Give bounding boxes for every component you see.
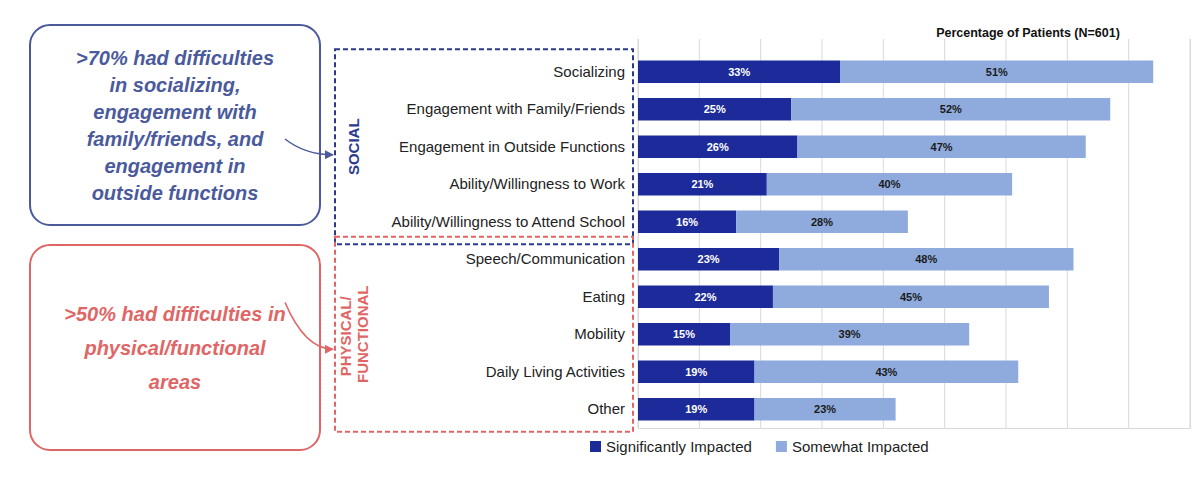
callout-line: outside functions xyxy=(92,182,259,204)
data-label: 47% xyxy=(931,141,953,153)
x-axis xyxy=(638,39,1191,429)
y-tick: Socializing xyxy=(553,63,638,80)
y-tick: Eating xyxy=(582,288,638,305)
data-labels: 33% 25% 26% 21% 16% 23% 22% 15% 19% 19% 51% 52% 47% 4… xyxy=(673,66,1008,416)
group-box xyxy=(335,49,633,244)
legend-label: Somewhat Impacted xyxy=(792,438,929,455)
callout-line: engagement with xyxy=(93,101,256,123)
bar xyxy=(638,286,773,309)
grid-line xyxy=(1067,39,1068,428)
y-tick: Speech/Communication xyxy=(466,250,638,267)
y-tick: Daily Living Activities xyxy=(486,363,638,380)
group-label: PHYSICAL/ FUNCTIONAL xyxy=(337,286,371,384)
data-label: 22% xyxy=(694,291,716,303)
data-label: 23% xyxy=(814,403,836,415)
bar xyxy=(767,173,1012,196)
data-label: 51% xyxy=(986,66,1008,78)
data-label: 26% xyxy=(707,141,729,153)
data-label: 25% xyxy=(704,103,726,115)
data-label: 39% xyxy=(839,328,861,340)
category-label: Speech/Communication xyxy=(466,250,625,267)
callout-line: in socializing, xyxy=(109,74,240,96)
group-box xyxy=(335,237,633,432)
bar xyxy=(638,323,730,346)
bar xyxy=(779,248,1073,271)
bar xyxy=(638,173,767,196)
grid-line xyxy=(1190,39,1191,428)
legend-swatch xyxy=(590,441,601,452)
bar xyxy=(773,286,1049,309)
category-label: Mobility xyxy=(574,325,625,342)
y-tick: Ability/Willingness to Work xyxy=(449,175,638,192)
bar xyxy=(840,61,1153,84)
callout-line: areas xyxy=(149,371,201,393)
series xyxy=(730,61,1153,421)
y-tick: Engagement in Outside Functions xyxy=(399,138,638,155)
callout-box xyxy=(30,245,320,450)
data-label: 21% xyxy=(691,178,713,190)
bars xyxy=(638,61,1153,421)
data-label: 16% xyxy=(676,216,698,228)
y-axis: Socializing Engagement with Family/Friend… xyxy=(392,54,639,429)
bar xyxy=(755,361,1019,384)
bar xyxy=(755,398,896,421)
data-label: 48% xyxy=(915,253,937,265)
bar xyxy=(797,136,1085,159)
legend-label: Significantly Impacted xyxy=(606,438,752,455)
callout-text: >70% had difficulties in socializing, enga… xyxy=(76,47,274,204)
callout-line: >70% had difficulties xyxy=(76,47,274,69)
data-label: 33% xyxy=(728,66,750,78)
x-axis-line xyxy=(639,39,1191,429)
category-label: Engagement with Family/Friends xyxy=(407,100,625,117)
data-label: 45% xyxy=(900,291,922,303)
data-label: 28% xyxy=(811,216,833,228)
data-label: 23% xyxy=(698,253,720,265)
data-label: 15% xyxy=(673,328,695,340)
callout-text: >50% had difficulties in physical/functio… xyxy=(64,303,285,393)
data-label: 19% xyxy=(685,366,707,378)
y-tick: Ability/Willingness to Attend School xyxy=(392,213,638,230)
data-label: 43% xyxy=(875,366,897,378)
data-label: 19% xyxy=(685,403,707,415)
x-tick xyxy=(1190,39,1191,428)
category-label: Ability/Willingness to Attend School xyxy=(392,213,625,230)
bar xyxy=(730,323,969,346)
chart: Socializing Engagement with Family/Friend… xyxy=(0,0,1200,478)
category-label: Daily Living Activities xyxy=(486,363,625,380)
legend: Significantly Impacted Somewhat Impacted xyxy=(590,438,929,455)
bar xyxy=(638,61,840,84)
callout-arrow xyxy=(285,139,333,155)
bar xyxy=(638,248,779,271)
legend-swatch xyxy=(776,441,787,452)
bar xyxy=(638,136,797,159)
data-label: 40% xyxy=(878,178,900,190)
category-label: Ability/Willingness to Work xyxy=(449,175,625,192)
callout-arrow xyxy=(285,302,333,349)
callout-box xyxy=(30,25,320,225)
callout-line: engagement in xyxy=(104,155,245,177)
bar xyxy=(736,211,908,234)
axis-title: Percentage of Patients (N=601) xyxy=(936,26,1120,40)
category-label: Socializing xyxy=(553,63,625,80)
category-label: Eating xyxy=(582,288,625,305)
y-tick: Other xyxy=(587,400,638,417)
bar xyxy=(791,98,1110,121)
data-label: 52% xyxy=(940,103,962,115)
x-tick xyxy=(1067,39,1068,428)
bar xyxy=(638,211,736,234)
callout-line: family/friends, and xyxy=(87,128,264,150)
y-tick: Engagement with Family/Friends xyxy=(407,100,638,117)
category-label: Other xyxy=(587,400,625,417)
x-tick xyxy=(1128,39,1129,428)
category-label: Engagement in Outside Functions xyxy=(399,138,625,155)
bar xyxy=(638,98,791,121)
callout-line: physical/functional xyxy=(83,337,266,359)
grid-line xyxy=(1128,39,1129,428)
group-label: SOCIAL xyxy=(345,118,362,175)
callout-line: >50% had difficulties in xyxy=(64,303,285,325)
y-tick: Mobility xyxy=(574,325,638,342)
bar xyxy=(638,398,755,421)
bar xyxy=(638,361,755,384)
